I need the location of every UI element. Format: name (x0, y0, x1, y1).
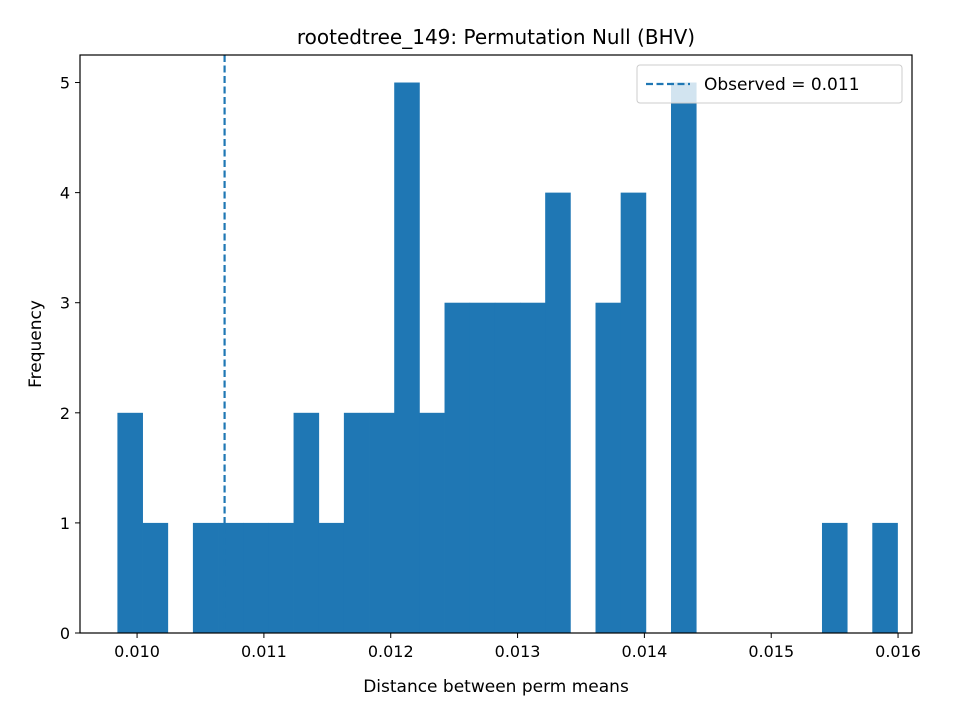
histogram-bar (318, 522, 345, 633)
x-axis-label: Distance between perm means (363, 677, 629, 697)
histogram-bar (872, 522, 898, 633)
x-tick-label: 0.016 (875, 642, 921, 661)
x-tick-label: 0.013 (495, 642, 541, 661)
legend: Observed = 0.011 (636, 64, 903, 104)
histogram-bar (293, 412, 320, 633)
histogram-bar (142, 522, 169, 633)
y-tick-label: 1 (60, 514, 70, 533)
histogram-bar (821, 522, 848, 633)
histogram-bar (444, 302, 471, 633)
x-axis-ticks: 0.010 0.011 0.012 0.013 0.014 0.015 0.016 (114, 633, 921, 661)
y-tick-label: 4 (60, 184, 70, 203)
legend-box (636, 64, 903, 104)
histogram-bar (494, 302, 521, 633)
x-tick-label: 0.010 (114, 642, 160, 661)
y-axis-label: Frequency (26, 300, 46, 388)
histogram-bar (469, 302, 496, 633)
y-tick-label: 3 (60, 294, 70, 313)
legend-entry-observed: Observed = 0.011 (704, 75, 860, 95)
histogram-bar (545, 192, 571, 633)
histogram-bar (671, 82, 697, 633)
chart-title: rootedtree_149: Permutation Null (BHV) (297, 25, 695, 49)
histogram-bar (369, 412, 395, 633)
y-axis-ticks: 0 1 2 3 4 5 (60, 74, 80, 643)
x-tick-label: 0.012 (368, 642, 414, 661)
histogram-bar (117, 412, 143, 633)
x-tick-label: 0.014 (621, 642, 667, 661)
histogram-bar (268, 522, 294, 633)
histogram-bar (394, 82, 420, 633)
histogram-bar (343, 412, 370, 633)
x-tick-label: 0.015 (748, 642, 794, 661)
histogram-bar (520, 302, 546, 633)
y-tick-label: 0 (60, 624, 70, 643)
histogram-bar (620, 192, 647, 633)
histogram-bar (243, 522, 269, 633)
histogram-bar (218, 522, 244, 633)
axes-frame (79, 54, 913, 634)
x-tick-label: 0.011 (241, 642, 287, 661)
y-tick-label: 5 (60, 74, 70, 93)
histogram-bars (117, 82, 898, 633)
histogram-bar (595, 302, 622, 633)
histogram-bar (192, 522, 219, 633)
y-tick-label: 2 (60, 404, 70, 423)
histogram-bar (419, 412, 445, 633)
